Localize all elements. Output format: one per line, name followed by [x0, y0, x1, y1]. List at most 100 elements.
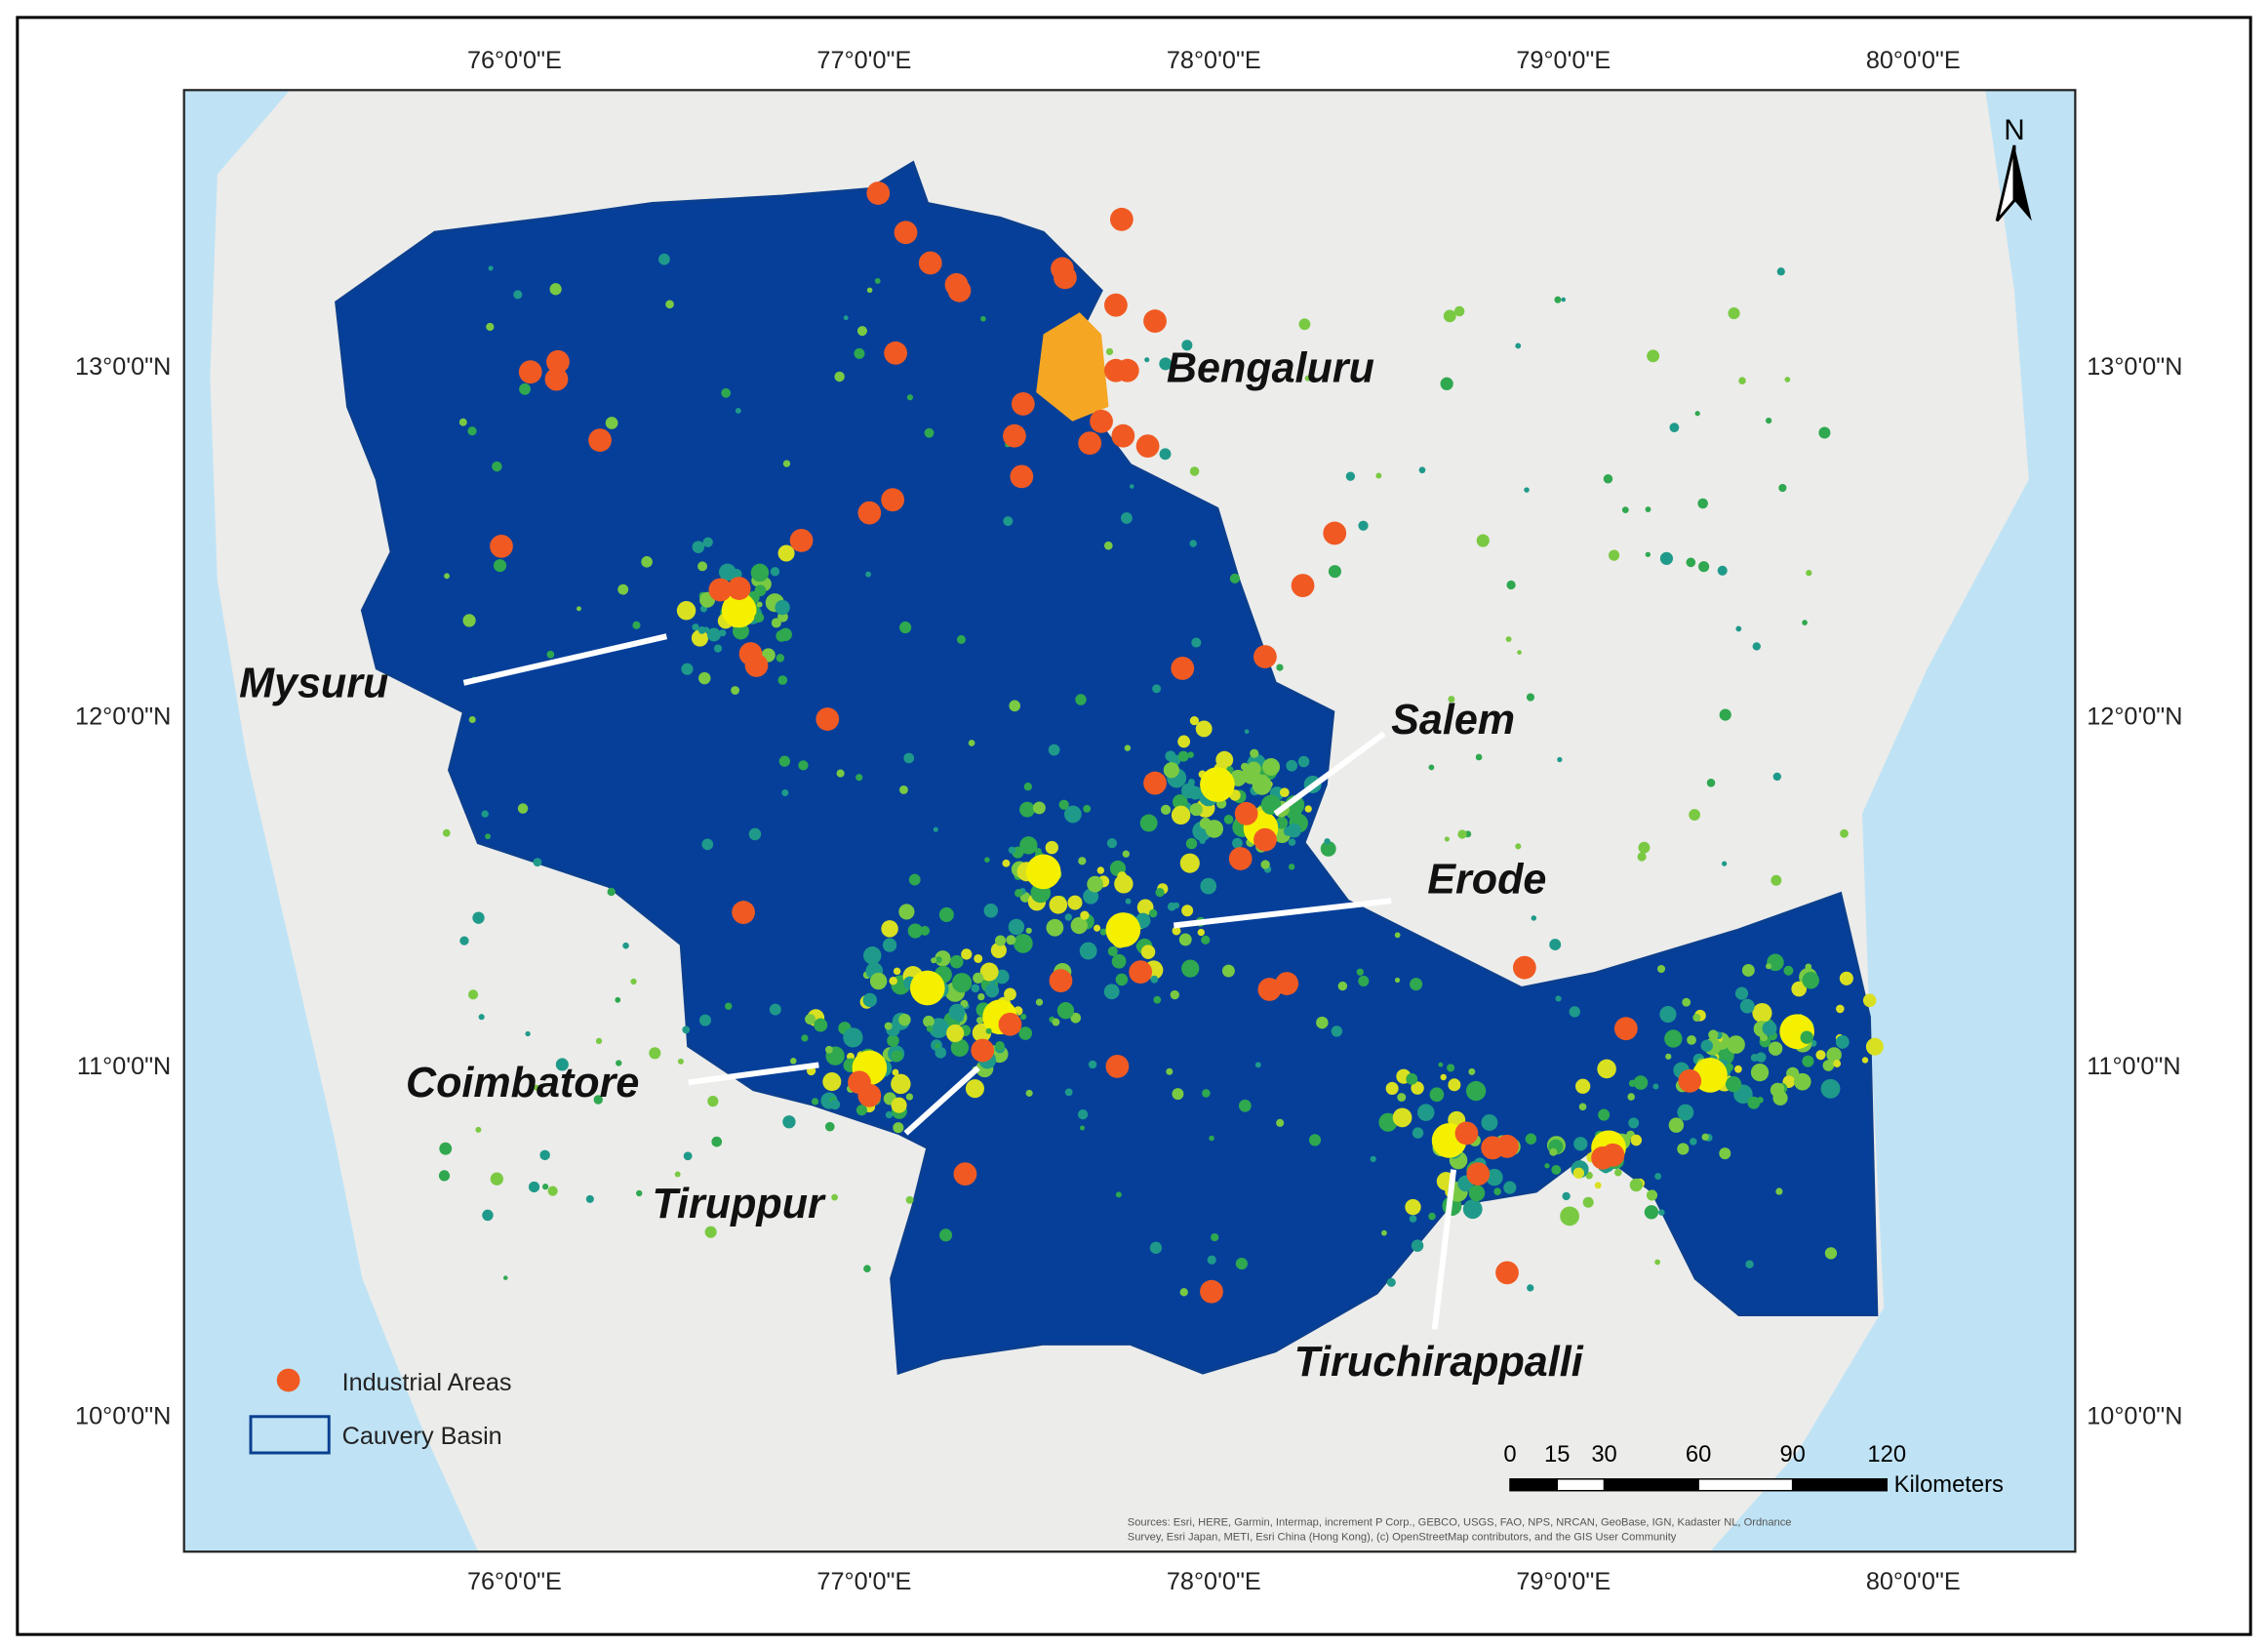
speckle	[546, 650, 555, 659]
speckle	[1719, 1147, 1731, 1160]
speckle	[1173, 794, 1188, 810]
speckle	[1115, 1191, 1122, 1198]
speckle	[1202, 1089, 1211, 1098]
speckle	[776, 654, 785, 663]
speckle	[984, 984, 1000, 998]
speckle	[492, 461, 502, 472]
speckle	[444, 573, 450, 580]
speckle	[1235, 1258, 1248, 1270]
speckle	[1324, 838, 1331, 845]
speckle	[1004, 987, 1016, 1001]
speckle	[1166, 1067, 1174, 1075]
speckle	[1205, 820, 1223, 838]
speckle	[973, 972, 984, 984]
speckle	[834, 371, 845, 382]
speckle	[935, 1043, 940, 1049]
hotspot	[1692, 1057, 1728, 1093]
speckle	[971, 984, 980, 993]
industrial-area	[1495, 1134, 1519, 1158]
speckle	[1750, 1054, 1759, 1062]
industrial-area	[857, 501, 882, 525]
speckle	[1079, 1125, 1085, 1131]
industrial-area	[1253, 827, 1277, 852]
speckle	[681, 663, 694, 675]
speckle	[1719, 708, 1731, 721]
lon-label-top: 79°0'0"E	[1516, 47, 1611, 74]
legend-point-symbol	[276, 1368, 300, 1392]
industrial-area	[1104, 293, 1128, 317]
speckle	[884, 1022, 893, 1030]
speckle	[898, 904, 915, 920]
city-label: Mysuru	[239, 661, 388, 707]
speckle	[1772, 1090, 1788, 1106]
speckle	[1260, 860, 1270, 869]
speckle	[467, 426, 477, 436]
speckle	[1159, 448, 1172, 461]
speckle	[1750, 1063, 1770, 1082]
speckle	[674, 1171, 681, 1178]
speckle	[698, 671, 711, 685]
speckle	[777, 544, 795, 562]
speckle	[1008, 918, 1025, 936]
speckle	[1032, 801, 1046, 815]
industrial-area	[971, 1038, 995, 1063]
speckle	[1741, 963, 1755, 977]
scale-segment	[1791, 1478, 1888, 1492]
industrial-area	[732, 901, 755, 925]
speckle	[1288, 838, 1296, 846]
speckle	[1215, 750, 1234, 769]
speckle	[1075, 694, 1087, 705]
speckle	[1700, 1039, 1713, 1052]
speckle	[1094, 924, 1101, 932]
speckle	[528, 1181, 540, 1193]
speckle	[1088, 1060, 1097, 1069]
scale-tick-label: 60	[1686, 1441, 1711, 1468]
speckle	[1122, 850, 1131, 858]
speckle	[458, 418, 467, 426]
speckle	[1139, 814, 1158, 832]
speckle	[1728, 307, 1740, 320]
speckle	[892, 1068, 899, 1076]
speckle	[1717, 565, 1728, 576]
speckle	[713, 644, 723, 653]
industrial-area	[816, 707, 840, 731]
speckle	[1019, 836, 1038, 855]
speckle	[691, 629, 709, 647]
speckle	[933, 826, 938, 832]
speckle	[1096, 866, 1105, 874]
speckle	[1181, 783, 1197, 799]
speckle	[1818, 426, 1831, 439]
speckle	[1238, 1099, 1252, 1112]
lon-label-bottom: 77°0'0"E	[816, 1568, 911, 1595]
speckle	[777, 675, 788, 685]
speckle	[1025, 927, 1032, 934]
speckle	[1557, 756, 1563, 763]
speckle	[1462, 1199, 1483, 1220]
hotspot	[721, 592, 757, 628]
speckle	[1173, 902, 1180, 909]
speckle	[1561, 297, 1567, 302]
speckle	[950, 1038, 970, 1057]
industrial-area	[1003, 423, 1026, 448]
speckle	[525, 1030, 531, 1037]
speckle	[1654, 1173, 1662, 1180]
speckle	[1254, 1062, 1261, 1068]
speckle	[1747, 1096, 1761, 1109]
speckle	[1692, 1013, 1701, 1022]
lat-label-left: 10°0'0"N	[75, 1402, 171, 1429]
speckle	[698, 1014, 711, 1026]
speckle	[965, 1079, 984, 1099]
speckle	[704, 1226, 717, 1238]
speckle	[1778, 483, 1787, 493]
speckle	[1752, 642, 1761, 651]
speckle	[899, 621, 912, 634]
speckle	[1457, 829, 1467, 839]
speckle	[865, 571, 872, 578]
speckle	[775, 599, 790, 616]
speckle	[1394, 932, 1401, 939]
speckle	[1262, 757, 1281, 776]
scale-segment	[1556, 1478, 1606, 1492]
speckle	[1820, 1078, 1841, 1099]
speckle	[1503, 1181, 1517, 1194]
speckle	[1103, 984, 1120, 1000]
